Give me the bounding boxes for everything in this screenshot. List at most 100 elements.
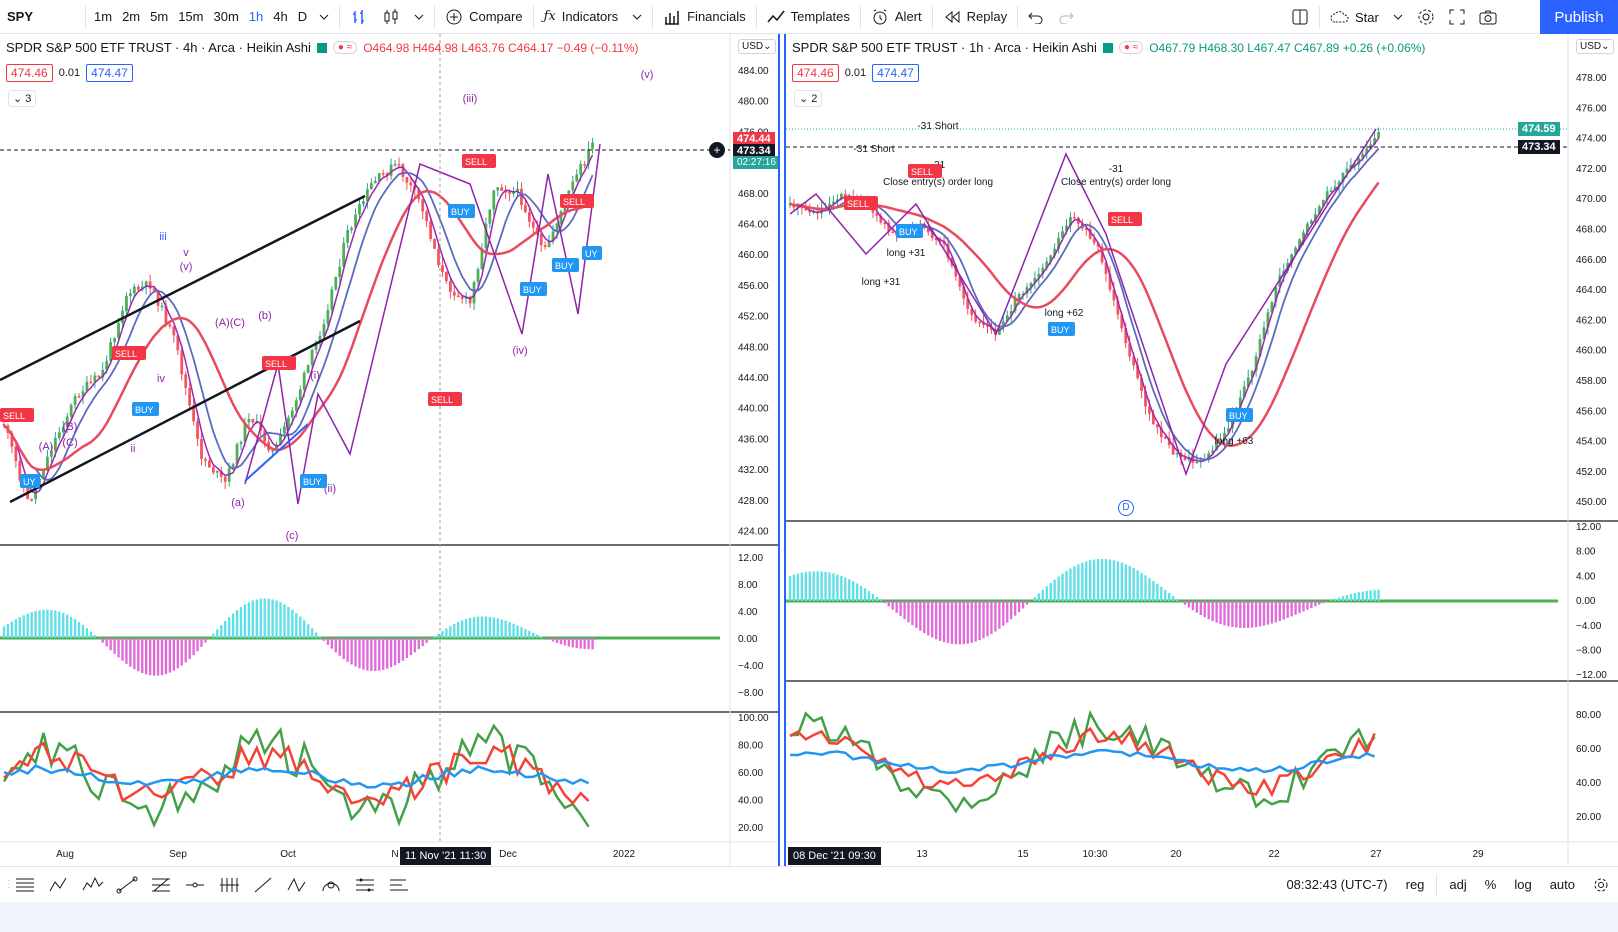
add-plus-icon[interactable]: + bbox=[709, 142, 725, 158]
interval-D[interactable]: D bbox=[297, 9, 308, 24]
right-candle-body bbox=[843, 193, 847, 198]
tool-ray-icon[interactable] bbox=[246, 868, 280, 902]
bar-style-icon[interactable] bbox=[343, 0, 375, 34]
currency-selector[interactable]: USD⌄ bbox=[1576, 39, 1614, 54]
tool-elliott-wave-icon[interactable] bbox=[76, 868, 110, 902]
right-candle-body bbox=[1361, 153, 1365, 159]
eye-toggle-icon[interactable]: ● ≈ bbox=[1118, 41, 1144, 54]
tool-abcd-icon[interactable] bbox=[42, 868, 76, 902]
candle-style-icon[interactable] bbox=[375, 0, 407, 34]
right-candle-body bbox=[1207, 453, 1211, 460]
percent-toggle[interactable]: % bbox=[1484, 877, 1497, 892]
ask-price[interactable]: 474.47 bbox=[86, 64, 133, 82]
interval-dropdown-chevron-icon[interactable] bbox=[312, 0, 336, 34]
right-candle-body bbox=[990, 326, 993, 330]
interval-5m[interactable]: 5m bbox=[150, 9, 169, 24]
left-candle-body bbox=[101, 369, 105, 378]
left-candle-body bbox=[53, 438, 57, 451]
left-rsi-blue-line bbox=[3, 764, 590, 789]
left-candle-body bbox=[306, 364, 310, 373]
right-candle-body bbox=[1029, 283, 1033, 288]
right-chart-canvas[interactable]: 478.00 476.00 474.00 472.00 470.00 468.00 466.… bbox=[786, 34, 1618, 866]
left-chart-canvas[interactable]: 484.00480.00476.00472.00468.00464.00460.… bbox=[0, 34, 780, 866]
left-candle-body bbox=[452, 291, 456, 296]
interval-4h[interactable]: 4h bbox=[273, 9, 288, 24]
compare-button[interactable]: Compare bbox=[438, 0, 529, 34]
settings-gear-icon[interactable] bbox=[1584, 868, 1618, 902]
chart-pane-left[interactable]: 484.00480.00476.00472.00468.00464.00460.… bbox=[0, 34, 780, 896]
right-zigzag-line bbox=[789, 128, 1377, 477]
bid-price[interactable]: 474.46 bbox=[792, 64, 839, 82]
dividend-marker[interactable]: D bbox=[1118, 500, 1134, 516]
session-toggle[interactable]: reg bbox=[1405, 877, 1425, 892]
currency-selector[interactable]: USD⌄ bbox=[738, 39, 776, 54]
publish-button[interactable]: Publish bbox=[1540, 0, 1618, 34]
layout-icon[interactable] bbox=[1284, 0, 1316, 34]
drag-handle-icon[interactable]: ⋮ bbox=[4, 879, 14, 890]
templates-button[interactable]: Templates bbox=[760, 0, 857, 34]
left-price-tick-label: 424.00 bbox=[738, 527, 769, 538]
left-zigzag-line bbox=[244, 143, 601, 505]
right-candle-body bbox=[1100, 246, 1104, 263]
symbol-search[interactable]: SPY bbox=[7, 9, 34, 24]
tool-horizontal-line-icon[interactable] bbox=[178, 868, 212, 902]
chart-type-chevron-icon[interactable] bbox=[407, 0, 431, 34]
settings-gear-icon[interactable] bbox=[1410, 0, 1442, 34]
left-candle-body bbox=[314, 342, 318, 350]
divider bbox=[1319, 6, 1320, 28]
left-candle-body bbox=[279, 433, 282, 445]
left-price-tick-label: 440.00 bbox=[738, 404, 769, 415]
tool-fib-icon[interactable] bbox=[144, 868, 178, 902]
left-candle-body bbox=[243, 422, 247, 443]
divider bbox=[931, 5, 933, 28]
right-sell-signal-text: SELL bbox=[1111, 215, 1133, 225]
indicators-button[interactable]: ƒx Indicators bbox=[543, 9, 619, 24]
indicator-collapse-button[interactable]: ⌄ 2 bbox=[794, 90, 823, 107]
tool-projection-icon[interactable] bbox=[382, 868, 416, 902]
adj-toggle[interactable]: adj bbox=[1449, 877, 1467, 892]
clock[interactable]: 08:32:43 (UTC-7) bbox=[1286, 877, 1388, 892]
chart-pane-right[interactable]: 478.00 476.00 474.00 472.00 470.00 468.00 466.… bbox=[784, 34, 1618, 896]
left-candle-body bbox=[381, 173, 385, 175]
tool-pattern-icon[interactable] bbox=[280, 868, 314, 902]
interval-1h[interactable]: 1h bbox=[248, 9, 264, 24]
left-osc-tick-label: 8.00 bbox=[738, 580, 758, 591]
left-sell-signal bbox=[0, 408, 34, 422]
bid-price[interactable]: 474.46 bbox=[6, 64, 53, 82]
interval-1m[interactable]: 1m bbox=[94, 9, 113, 24]
indicator-collapse-button[interactable]: ⌄ 3 bbox=[8, 90, 37, 107]
replay-button[interactable]: Replay bbox=[936, 0, 1014, 34]
left-candle-body bbox=[318, 335, 322, 343]
ask-price[interactable]: 474.47 bbox=[872, 64, 919, 82]
left-candle-body bbox=[105, 360, 109, 370]
tool-lines-icon[interactable] bbox=[8, 868, 42, 902]
left-legend: SPDR S&P 500 ETF TRUST · 4h · Arca · Hei… bbox=[6, 40, 639, 55]
cloud-icon bbox=[1330, 11, 1349, 23]
interval-15m[interactable]: 15m bbox=[178, 9, 204, 24]
left-candle-body bbox=[140, 286, 144, 290]
left-candle-body bbox=[302, 372, 306, 390]
indicators-chevron-icon[interactable] bbox=[625, 0, 649, 34]
layout-name-button[interactable]: Star bbox=[1323, 0, 1410, 34]
eye-toggle-icon[interactable]: ● ≈ bbox=[332, 41, 358, 54]
tool-trend-line-icon[interactable] bbox=[110, 868, 144, 902]
left-sell-signal-text: SELL bbox=[431, 395, 453, 405]
alert-button[interactable]: Alert bbox=[864, 0, 929, 34]
financials-button[interactable]: Financials bbox=[656, 0, 753, 34]
tool-measure-icon[interactable] bbox=[348, 868, 382, 902]
log-toggle[interactable]: log bbox=[1514, 877, 1532, 892]
fullscreen-icon[interactable] bbox=[1442, 0, 1472, 34]
tool-curve-icon[interactable] bbox=[314, 868, 348, 902]
interval-30m[interactable]: 30m bbox=[213, 9, 239, 24]
undo-icon[interactable] bbox=[1021, 0, 1051, 34]
right-candle-body bbox=[1377, 132, 1380, 139]
redo-icon[interactable] bbox=[1051, 0, 1081, 34]
spread: 0.01 bbox=[844, 67, 867, 79]
tool-vertical-lines-icon[interactable] bbox=[212, 868, 246, 902]
interval-2m[interactable]: 2m bbox=[122, 9, 141, 24]
left-candle-body bbox=[350, 227, 353, 231]
right-candle-body bbox=[875, 212, 879, 216]
auto-toggle[interactable]: auto bbox=[1549, 877, 1575, 892]
camera-icon[interactable] bbox=[1472, 0, 1504, 34]
left-price-tick-label: 480.00 bbox=[738, 97, 769, 108]
